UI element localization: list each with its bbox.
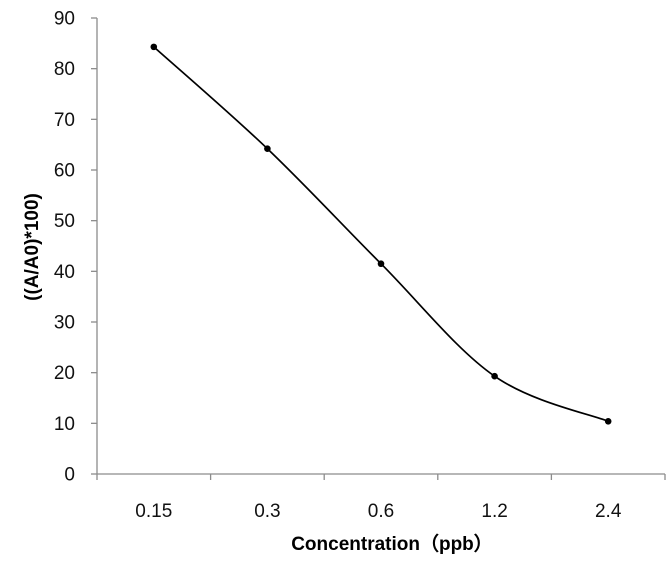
- y-tick-label: 70: [54, 110, 75, 131]
- y-tick-label: 90: [54, 9, 75, 30]
- data-point: [150, 43, 158, 51]
- y-axis-ticks: 0 10 20 30 40 50 60 70 80 90: [54, 9, 97, 486]
- x-tick-label: 0.3: [254, 501, 280, 522]
- y-tick-label: 0: [64, 465, 75, 486]
- series-line: [153, 46, 609, 423]
- x-axis-title: Concentration（ppb）: [291, 532, 493, 555]
- data-point: [377, 260, 385, 268]
- data-point: [264, 145, 271, 153]
- x-tick-label: 0.15: [135, 501, 172, 522]
- y-axis-title: ((A/A0)*100): [22, 193, 43, 301]
- x-tick-label: 2.4: [595, 501, 622, 522]
- x-axis-ticks: 0.15 0.3 0.6 1.2 2.4: [96, 474, 666, 522]
- y-tick-label: 20: [54, 363, 75, 384]
- y-tick-label: 60: [54, 161, 75, 182]
- x-tick-label: 1.2: [481, 501, 507, 522]
- x-tick-label: 0.6: [368, 501, 394, 522]
- series-group: [150, 43, 612, 425]
- data-point: [491, 372, 498, 380]
- y-tick-label: 80: [54, 59, 75, 80]
- y-tick-label: 30: [54, 313, 75, 334]
- y-tick-label: 50: [54, 211, 75, 232]
- y-tick-label: 10: [54, 414, 75, 435]
- data-point: [604, 418, 612, 425]
- y-tick-label: 40: [54, 262, 75, 283]
